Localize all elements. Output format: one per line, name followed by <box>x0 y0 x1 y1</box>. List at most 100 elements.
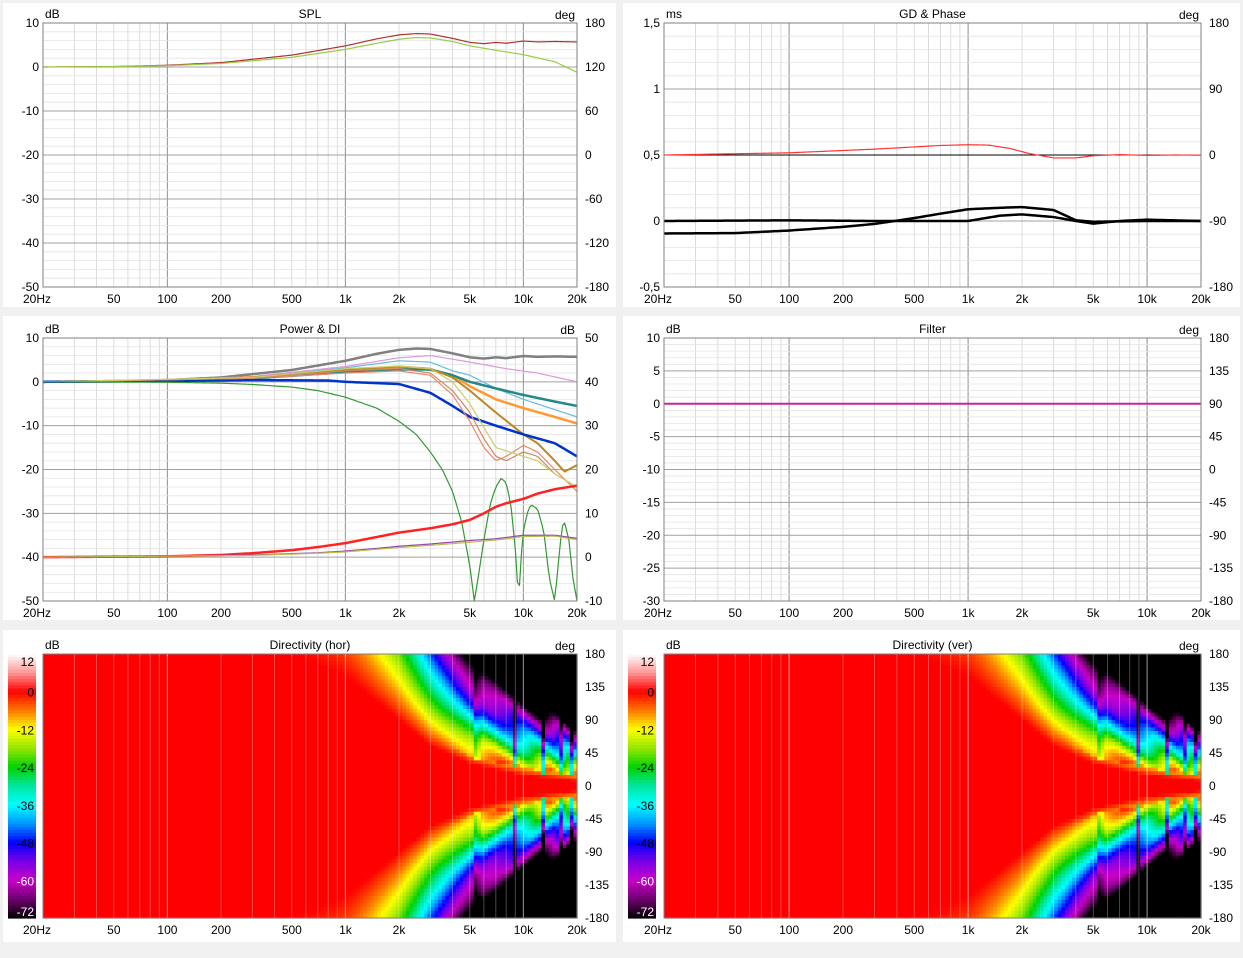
heatmap-cell <box>224 756 229 761</box>
heatmap-cell <box>128 782 133 787</box>
heatmap-cell <box>228 756 233 761</box>
heatmap-cell <box>224 841 229 846</box>
y-tick-label: 10 <box>647 331 661 345</box>
heatmap-cell <box>267 683 272 688</box>
heatmap-cell <box>114 822 119 827</box>
heatmap-cell <box>50 723 55 728</box>
heatmap-cell <box>242 727 247 732</box>
heatmap-cell <box>224 804 229 809</box>
heatmap-cell <box>235 760 240 765</box>
heatmap-cell <box>96 654 101 659</box>
heatmap-cell <box>132 822 137 827</box>
heatmap-cell <box>75 885 80 890</box>
heatmap-cell <box>160 892 165 897</box>
heatmap-cell <box>139 767 144 772</box>
heatmap-cell <box>75 698 80 703</box>
heatmap-cell <box>156 903 162 908</box>
heatmap-cell <box>117 749 122 754</box>
heatmap-cell <box>203 665 208 670</box>
heatmap-cell <box>210 745 215 750</box>
heatmap-cell <box>92 830 97 835</box>
heatmap-cell <box>53 683 58 688</box>
heatmap-cell <box>110 771 115 776</box>
heatmap-cell <box>178 830 183 835</box>
y-tick-label: -40 <box>22 236 40 250</box>
heatmap-cell <box>110 877 115 882</box>
x-tick-label: 1k <box>339 292 353 306</box>
heatmap-cell <box>174 661 179 666</box>
heatmap-cell <box>235 712 240 717</box>
heatmap-cell <box>75 859 80 864</box>
heatmap-cell <box>103 892 108 897</box>
heatmap-cell <box>196 778 201 783</box>
heatmap-cell <box>57 892 62 897</box>
heatmap-cell <box>199 720 204 725</box>
heatmap-cell <box>181 815 186 820</box>
heatmap-cell <box>224 683 229 688</box>
heatmap-cell <box>238 723 243 728</box>
heatmap-cell <box>92 709 97 714</box>
heatmap-cell <box>263 826 268 831</box>
heatmap-cell <box>124 738 130 743</box>
heatmap-cell <box>217 709 222 714</box>
heatmap-cell <box>139 738 144 743</box>
heatmap-cell <box>92 896 97 901</box>
heatmap-cell <box>114 727 119 732</box>
heatmap-cell <box>128 892 133 897</box>
heatmap-cell <box>171 877 176 882</box>
heatmap-cell <box>164 859 169 864</box>
heatmap-cell <box>124 863 130 868</box>
heatmap-cell <box>267 723 272 728</box>
heatmap-cell <box>206 709 211 714</box>
heatmap-cell <box>89 679 94 684</box>
heatmap-cell <box>238 676 243 681</box>
heatmap-cell <box>146 668 151 673</box>
heatmap-cell <box>139 709 144 714</box>
heatmap-cell <box>196 698 201 703</box>
heatmap-cell <box>263 844 268 849</box>
heatmap-cell <box>117 804 122 809</box>
heatmap-cell <box>124 705 130 710</box>
heatmap-cell <box>253 764 258 769</box>
heatmap-cell <box>185 694 190 699</box>
heatmap-cell <box>210 914 215 919</box>
left-axis-unit: dB <box>666 322 681 336</box>
heatmap-cell <box>128 742 133 747</box>
heatmap-cell <box>253 833 258 838</box>
heatmap-cell <box>43 760 48 765</box>
heatmap-cell <box>228 808 233 813</box>
heatmap-cell <box>96 855 101 860</box>
heatmap-cell <box>82 797 87 802</box>
heatmap-cell <box>217 892 222 897</box>
heatmap-cell <box>53 672 58 677</box>
heatmap-cell <box>210 654 215 659</box>
heatmap-cell <box>196 855 201 860</box>
heatmap-cell <box>217 863 222 868</box>
heatmap-cell <box>50 665 55 670</box>
heatmap-cell <box>245 837 251 842</box>
y-tick-label: -25 <box>643 561 661 575</box>
heatmap-cell <box>221 731 226 736</box>
heatmap-cell <box>260 793 265 798</box>
heatmap-cell <box>221 738 226 743</box>
heatmap-cell <box>196 833 201 838</box>
heatmap-cell <box>206 753 211 758</box>
heatmap-cell <box>89 844 94 849</box>
heatmap-cell <box>203 731 208 736</box>
heatmap-cell <box>256 899 261 904</box>
heatmap-cell <box>171 654 176 659</box>
heatmap-cell <box>213 665 219 670</box>
heatmap-cell <box>117 764 122 769</box>
heatmap-cell <box>153 727 158 732</box>
heatmap-cell <box>132 844 137 849</box>
heatmap-cell <box>78 720 83 725</box>
heatmap-cell <box>139 870 144 875</box>
heatmap-cell <box>67 833 73 838</box>
heatmap-cell <box>249 903 254 908</box>
heatmap-cell <box>92 687 97 692</box>
chart-title: Filter <box>919 322 946 336</box>
heatmap-cell <box>185 767 190 772</box>
heatmap-cell <box>224 676 229 681</box>
heatmap-cell <box>71 745 76 750</box>
x-tick-label: 50 <box>107 606 121 620</box>
